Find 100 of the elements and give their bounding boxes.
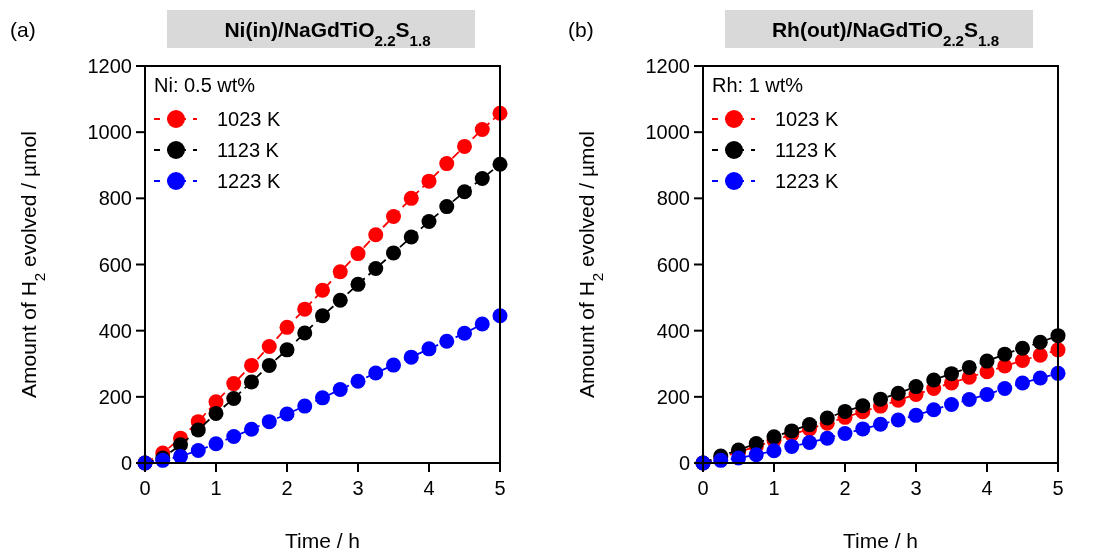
x-tick-label: 4 [423,477,435,499]
point [439,333,455,349]
chart-title: Ni(in)/NaGdTiO$_{2.2}$S$_{1.8}$ [224,18,431,49]
point [802,434,817,450]
point [226,429,242,445]
legend-label: 1123 K [775,139,838,161]
x-tick-label: 0 [697,477,709,499]
x-tick-label: 2 [281,477,293,499]
y-tick-label: 200 [98,385,132,408]
y-tick-label: 200 [656,385,690,408]
y-tick-label: 1000 [645,121,690,144]
x-tick-label: 5 [494,477,506,499]
point [457,325,472,341]
point [315,282,330,298]
y-tick-label: 400 [98,319,132,342]
point [350,276,366,292]
point [368,365,384,381]
y-tick-label: 400 [656,319,690,342]
x-axis-title: Time / h [284,529,361,552]
point [190,442,206,458]
point [855,421,871,437]
point [961,391,977,407]
point [439,156,455,172]
legend-title: Ni: 0.5 wt% [154,74,256,96]
point [1032,334,1048,350]
point [208,436,224,452]
point [873,391,888,407]
text: (b) [568,18,594,41]
point [890,385,906,401]
point [1015,375,1030,391]
point [890,412,906,428]
point [908,407,924,423]
y-tick-label: 600 [656,253,690,276]
point [244,357,259,373]
point [908,379,924,395]
x-tick-label: 3 [352,477,364,499]
y-tick-label: 1200 [87,55,132,77]
point [837,426,853,442]
point [208,405,224,421]
legend-label: 1123 K [217,139,280,161]
point [474,316,490,332]
point [315,390,330,406]
y-tick-label: 600 [98,253,132,276]
point [332,292,348,308]
point [961,359,977,375]
point [297,398,313,414]
point [315,308,330,324]
point [386,245,401,261]
x-tick-label: 0 [139,477,151,499]
point [368,227,384,243]
x-tick-label: 1 [210,477,222,499]
point [802,417,817,433]
point [421,173,437,189]
x-tick-label: 3 [910,477,922,499]
point [261,357,277,373]
point [297,325,313,341]
point [244,374,259,390]
point [819,430,835,446]
point [1032,347,1048,363]
point [279,342,295,358]
point [421,213,437,229]
point [386,209,401,225]
legend-label: 1223 K [217,170,282,192]
point [784,423,800,439]
point [403,229,419,245]
point [997,346,1013,362]
point [173,448,188,464]
y-tick-label: 0 [678,452,690,474]
x-tick-label: 4 [981,477,993,499]
x-tick-label: 1 [768,477,780,499]
legend-title: Rh: 1 wt% [712,74,804,96]
point [350,373,366,389]
y-tick-label: 1000 [87,121,132,144]
point [457,184,472,200]
legend-label: 1023 K [217,108,282,130]
y-tick-label: 1200 [645,55,690,77]
x-axis-title: Time / h [842,529,919,552]
point [332,382,348,398]
point [926,372,942,388]
point [855,398,871,414]
point [421,341,437,357]
point [474,122,490,138]
point [819,410,835,426]
point [261,414,277,430]
point [439,199,455,215]
chart-title: Rh(out)/NaGdTiO$_{2.2}$S$_{1.8}$ [771,18,1000,49]
point [979,387,995,403]
point [386,357,401,373]
point [1032,370,1048,386]
x-tick-label: 5 [1052,477,1064,499]
point [368,260,384,276]
point [944,366,959,382]
point [350,246,366,262]
point [474,170,490,186]
point [873,416,888,432]
point [926,402,942,418]
point [944,396,959,412]
point [748,447,764,463]
point [190,422,206,438]
legend-label: 1023 K [775,108,840,130]
